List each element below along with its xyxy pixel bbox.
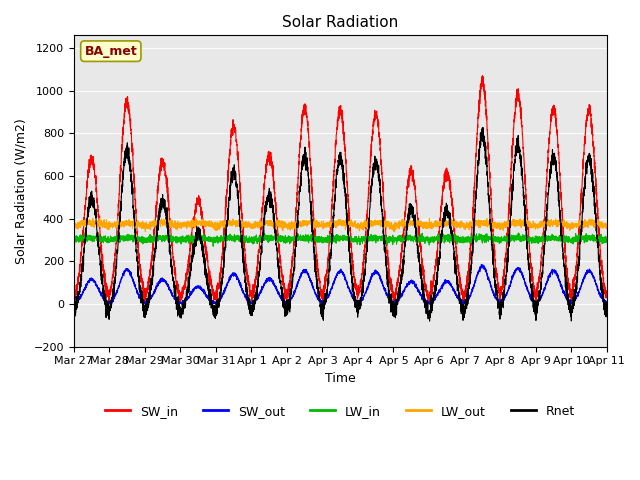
X-axis label: Time: Time	[325, 372, 356, 385]
Y-axis label: Solar Radiation (W/m2): Solar Radiation (W/m2)	[15, 118, 28, 264]
Title: Solar Radiation: Solar Radiation	[282, 15, 398, 30]
Text: BA_met: BA_met	[84, 45, 137, 58]
Legend: SW_in, SW_out, LW_in, LW_out, Rnet: SW_in, SW_out, LW_in, LW_out, Rnet	[100, 400, 580, 423]
